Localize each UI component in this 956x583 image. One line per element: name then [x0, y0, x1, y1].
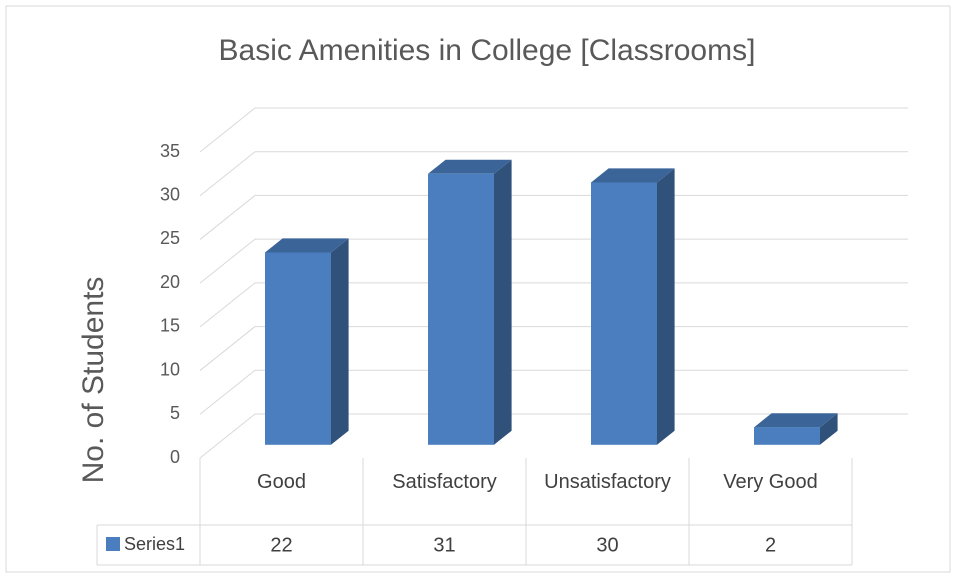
bar: [754, 427, 820, 445]
y-tick-label: 5: [170, 403, 180, 423]
x-tick-label: Satisfactory: [392, 471, 497, 493]
y-tick-label: 25: [160, 228, 180, 248]
bar: [428, 173, 494, 445]
legend-swatch: [106, 537, 120, 551]
x-tick-label-box: Very Good: [723, 471, 818, 493]
table-value: 31: [433, 534, 455, 556]
grid-line: [199, 413, 256, 459]
bar: [591, 182, 657, 445]
y-tick-label: 30: [160, 184, 180, 204]
bar: [265, 252, 331, 445]
table-value: 2: [765, 534, 776, 556]
grid-line: [199, 282, 256, 328]
bar-top: [591, 168, 675, 183]
grid-line: [199, 326, 256, 371]
x-tick-label: Good: [257, 471, 306, 493]
y-tick-label: 0: [170, 447, 180, 467]
bar-side: [820, 413, 838, 445]
y-tick-label: 20: [160, 272, 180, 292]
x-tick-label-box: Satisfactory: [392, 471, 497, 493]
bar-side: [657, 168, 675, 445]
grid-line: [199, 369, 256, 415]
y-tick-label: 35: [160, 141, 180, 161]
bar-side: [331, 238, 349, 445]
chart-title: Basic Amenities in College [Classrooms]: [219, 34, 756, 67]
x-tick-label: Unsatisfactory: [544, 471, 671, 493]
bar-side: [494, 159, 512, 445]
legend-label: Series1: [124, 534, 185, 554]
table-value: 22: [270, 534, 292, 556]
bar-top: [265, 238, 349, 253]
bar-top: [754, 413, 838, 428]
y-tick-label: 10: [160, 359, 180, 379]
table-value: 30: [596, 534, 618, 556]
grid-line: [199, 107, 256, 153]
x-tick-label-box: Unsatisfactory: [544, 471, 671, 493]
grid-line: [199, 238, 256, 284]
y-tick-label: 15: [160, 316, 180, 336]
bar-top: [428, 159, 512, 174]
x-tick-label: Very Good: [723, 471, 818, 493]
x-tick-label-box: Good: [257, 471, 306, 493]
y-axis-label: No. of Students: [77, 277, 110, 484]
grid-line: [199, 195, 256, 240]
grid-line: [199, 151, 256, 197]
